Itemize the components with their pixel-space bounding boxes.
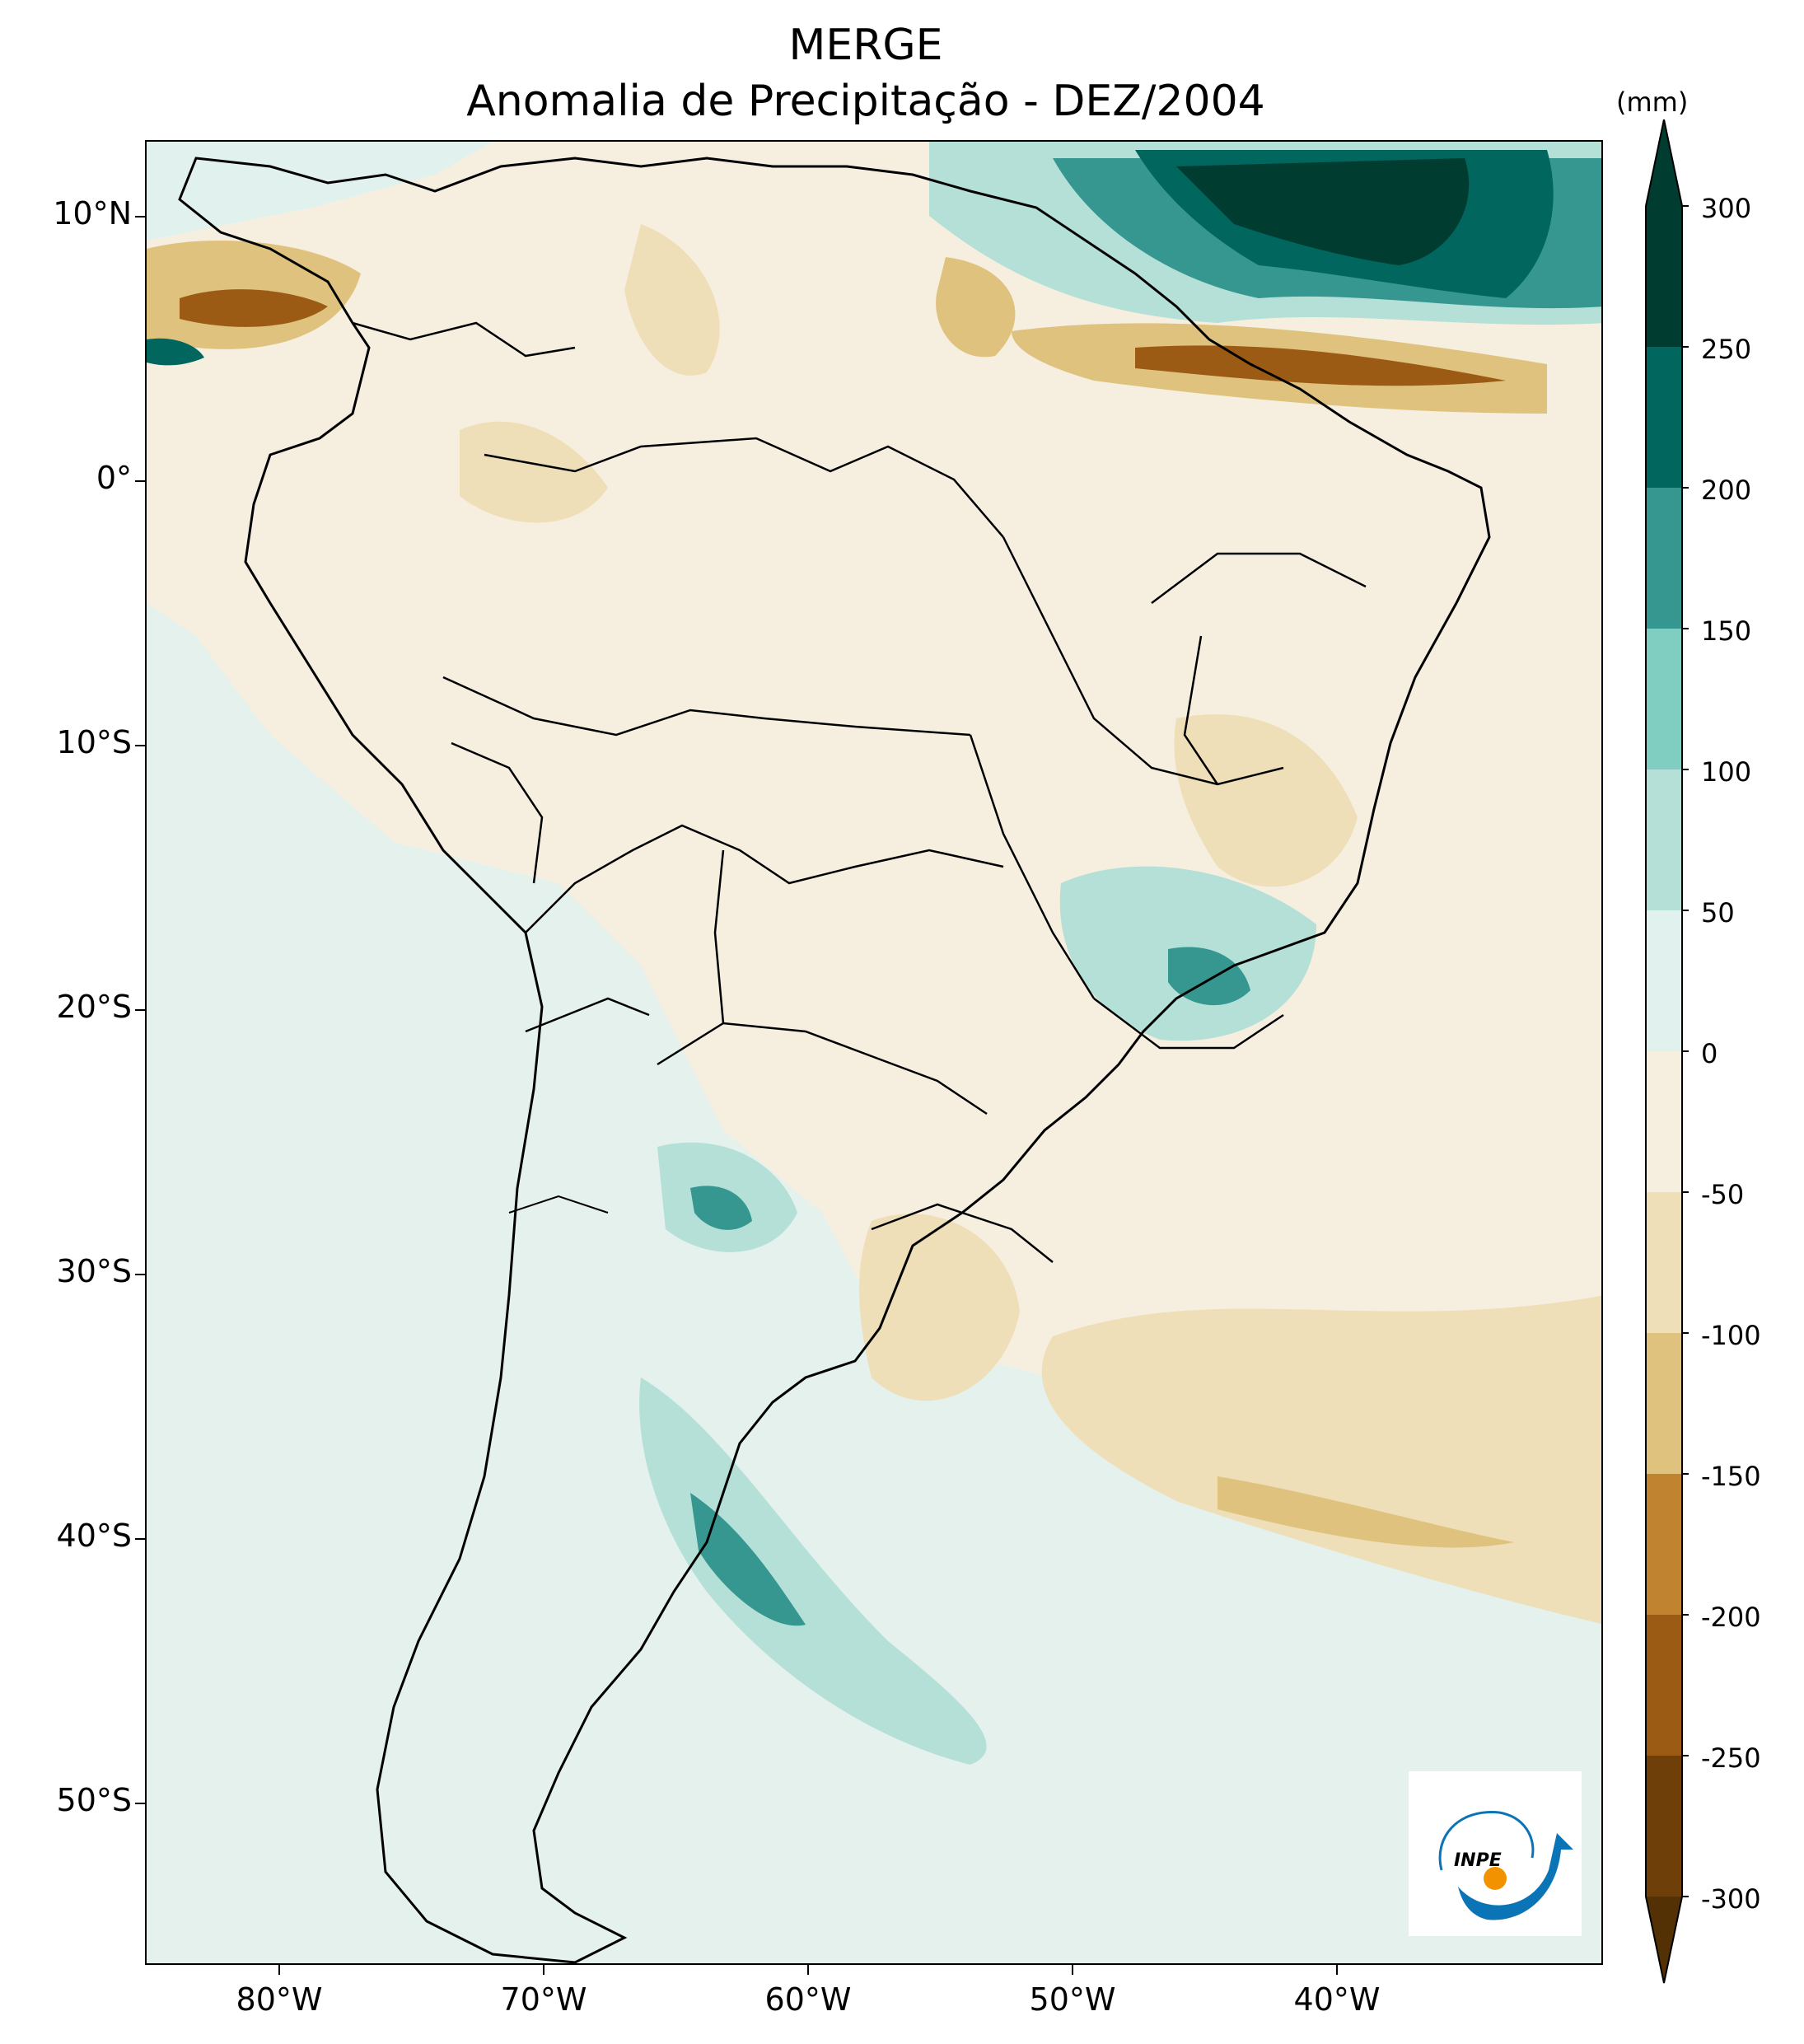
north-atlantic-positive-core — [1176, 158, 1470, 265]
colorbar-label: 100 — [1701, 756, 1752, 788]
lon-label-50w: 50°W — [1029, 1981, 1116, 2018]
border-line — [508, 1195, 609, 1214]
border-line — [484, 437, 1004, 538]
border-line — [442, 676, 971, 737]
argentina-positive-core — [690, 1186, 752, 1230]
colorbar-extend-top — [1646, 119, 1682, 206]
lat-tick — [135, 1274, 145, 1275]
colorbar-segment — [1646, 910, 1682, 1051]
border-line — [871, 1203, 1054, 1263]
colorbar-segment — [1646, 488, 1682, 629]
logo-sun-dot — [1484, 1867, 1507, 1890]
lat-tick — [135, 745, 145, 746]
border-line — [969, 734, 1096, 999]
lon-label-70w: 70°W — [500, 1981, 587, 2018]
border-line — [451, 741, 544, 884]
amazon-negative-patch — [460, 421, 608, 523]
lon-label-60w: 60°W — [764, 1981, 852, 2018]
lat-label-10n: 10°N — [53, 195, 132, 232]
colorbar-label: -300 — [1701, 1883, 1761, 1915]
lon-tick — [1336, 1965, 1338, 1975]
lat-tick — [135, 1538, 145, 1540]
colorbar-label: -100 — [1701, 1320, 1761, 1351]
amapa-negative-patch — [936, 257, 1016, 358]
lon-label-40w: 40°W — [1293, 1981, 1381, 2018]
border-line — [1093, 998, 1284, 1050]
colorbar-segment — [1646, 1756, 1682, 1897]
patagonia-positive-band — [639, 1377, 987, 1765]
border-line — [525, 997, 650, 1033]
colorbar-label: 150 — [1701, 615, 1752, 647]
colorbar-segment — [1646, 629, 1682, 769]
lon-tick — [1072, 1965, 1073, 1975]
map-canvas — [147, 142, 1601, 1963]
colorbar-extend-bottom — [1646, 1897, 1682, 1983]
caribbean-negative-core — [180, 289, 328, 327]
lat-label-0: 0° — [96, 460, 132, 496]
colorbar-segment — [1646, 1333, 1682, 1474]
colorbar-segment — [1646, 1192, 1682, 1333]
colorbar-segment — [1646, 1051, 1682, 1192]
border-line — [1002, 536, 1284, 786]
colorbar-label: 50 — [1701, 897, 1735, 928]
colorbar-label: 250 — [1701, 334, 1752, 365]
map-title: MERGE — [788, 21, 943, 70]
colorbar — [1645, 119, 1689, 1984]
border-line — [1183, 635, 1219, 785]
ocean-positive-anomaly — [147, 603, 1601, 1963]
inpe-logo: INPE — [1409, 1771, 1582, 1936]
south-america-coastline — [178, 157, 1491, 1963]
colorbar-segment — [1646, 347, 1682, 488]
north-atlantic-negative-core — [1135, 345, 1506, 386]
border-line — [1151, 552, 1367, 604]
inpe-logo-graphic: INPE — [1438, 1811, 1573, 1920]
northeast-negative-patch — [1174, 714, 1358, 887]
logo-arrow-swoosh — [1458, 1833, 1573, 1920]
colorbar-segment — [1646, 769, 1682, 910]
colorbar-label: -250 — [1701, 1742, 1761, 1774]
colorbar-label: -50 — [1701, 1179, 1745, 1210]
colorbar-label: 0 — [1701, 1038, 1718, 1069]
lat-tick — [135, 1009, 145, 1011]
logo-orbit-line — [1438, 1811, 1535, 1871]
colorbar-label: -150 — [1701, 1461, 1761, 1492]
lon-tick — [807, 1965, 809, 1975]
colorbar-segment — [1646, 206, 1682, 347]
lat-label-50s: 50°S — [56, 1782, 132, 1818]
guiana-negative-patch — [624, 224, 720, 376]
colorbar-segment — [1646, 1474, 1682, 1615]
border-line — [352, 321, 576, 358]
colorbar-segment — [1646, 1615, 1682, 1756]
lat-tick — [135, 1803, 145, 1804]
lat-label-10s: 10°S — [56, 724, 132, 760]
lat-tick — [135, 480, 145, 482]
pacific-north-positive — [147, 142, 493, 241]
border-line — [713, 849, 725, 1024]
logo-text: INPE — [1454, 1850, 1502, 1871]
lat-label-40s: 40°S — [56, 1518, 132, 1554]
border-line — [525, 824, 1004, 933]
border-line — [657, 1022, 988, 1116]
lon-tick — [543, 1965, 544, 1975]
lat-tick — [135, 216, 145, 217]
map-subtitle: Anomalia de Precipitação - DEZ/2004 — [466, 77, 1265, 126]
colorbar-label: 200 — [1701, 475, 1752, 506]
colorbar-label: 300 — [1701, 193, 1752, 224]
precipitation-map — [145, 140, 1603, 1965]
lat-label-20s: 20°S — [56, 989, 132, 1025]
south-atlantic-negative-core — [1217, 1476, 1514, 1548]
pacific-positive-spot — [147, 338, 204, 366]
patagonia-positive-core — [690, 1493, 806, 1626]
colorbar-label: -200 — [1701, 1602, 1761, 1633]
lon-tick — [278, 1965, 280, 1975]
colorbar-unit: (mm) — [1616, 87, 1689, 118]
lon-label-80w: 80°W — [236, 1981, 323, 2018]
lat-label-30s: 30°S — [56, 1253, 132, 1289]
south-brazil-negative — [859, 1214, 1020, 1401]
